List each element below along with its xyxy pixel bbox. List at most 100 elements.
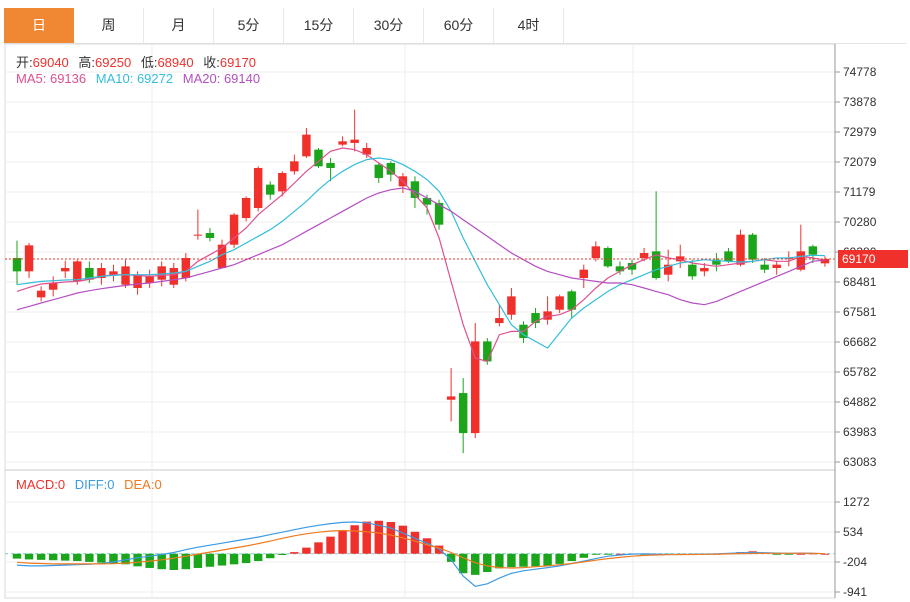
last-price-tag: 69170 <box>838 250 908 268</box>
close-value: 69170 <box>219 55 256 70</box>
tab-0[interactable]: 日 <box>4 8 74 43</box>
price-tick-label-10: 65782 <box>843 365 877 379</box>
macd-info: MACD:0 DIFF:0 DEA:0 <box>16 477 168 492</box>
macd-bar-21 <box>266 553 275 559</box>
macd-bar-2 <box>36 553 46 560</box>
macd-bar-31 <box>386 522 396 554</box>
candle-body-28 <box>350 139 359 143</box>
tab-6[interactable]: 60分 <box>424 8 494 43</box>
price-tick-label-9: 66682 <box>843 335 877 349</box>
candle-body-15 <box>193 234 203 236</box>
macd-lines <box>16 521 825 587</box>
macd-bar-29 <box>362 521 371 554</box>
ma20-label: MA20: <box>182 71 221 86</box>
ma-line-ma10 <box>16 157 825 349</box>
macd-bar-46 <box>567 553 576 562</box>
candle-body-41 <box>507 296 516 315</box>
macd-bar-17 <box>217 553 227 566</box>
candle-body-22 <box>278 172 287 192</box>
tab-1[interactable]: 周 <box>74 8 144 43</box>
macd-bar-16 <box>205 553 215 567</box>
candle-body-60 <box>736 234 745 265</box>
candle-body-31 <box>386 162 396 175</box>
axes: 7477873878729797207971179702806938068481… <box>834 44 877 599</box>
tab-7[interactable]: 4时 <box>494 8 564 43</box>
candle-body-30 <box>374 164 383 178</box>
price-tick-label-0: 74778 <box>843 65 877 79</box>
macd-bar-10 <box>133 553 142 567</box>
macd-value: 0 <box>57 477 66 492</box>
candle-body-34 <box>422 197 432 205</box>
close-label: 收: <box>203 55 220 70</box>
macd-bar-28 <box>350 525 359 554</box>
candle-body-54 <box>663 264 673 275</box>
candle-body-35 <box>434 202 444 225</box>
macd-bar-64 <box>784 553 793 555</box>
low-label: 低: <box>140 55 158 70</box>
macd-bar-44 <box>543 553 552 566</box>
candle-body-19 <box>241 197 251 218</box>
candle-body-62 <box>760 264 769 270</box>
candle-body-63 <box>772 264 781 269</box>
tab-2[interactable]: 月 <box>144 8 214 43</box>
grid <box>4 43 836 599</box>
macd-bar-14 <box>181 553 191 570</box>
candle-body-2 <box>36 290 46 298</box>
macd-bar-43 <box>531 553 540 567</box>
ma5-value: 69136 <box>49 71 87 86</box>
macd-bar-26 <box>326 536 335 554</box>
macd-bar-48 <box>591 553 601 555</box>
candle-body-12 <box>157 266 166 280</box>
macd-bar-27 <box>338 530 347 554</box>
macd-histogram <box>12 520 830 575</box>
candle-body-0 <box>12 258 22 272</box>
candle-body-61 <box>748 234 757 260</box>
candle-body-49 <box>603 248 613 267</box>
high-value: 69250 <box>95 55 132 70</box>
candle-body-65 <box>796 251 806 270</box>
dea-value: 0 <box>154 477 162 492</box>
diff-label: DIFF: <box>74 477 108 492</box>
macd-bar-19 <box>241 553 251 564</box>
macd-bar-7 <box>97 553 106 563</box>
open-value: 69040 <box>32 55 69 70</box>
ma10-label: MA10: <box>95 71 134 86</box>
candle-body-52 <box>639 253 649 259</box>
candle-body-58 <box>712 259 721 265</box>
macd-bar-33 <box>410 531 420 554</box>
macd-bar-40 <box>495 553 504 569</box>
ma5-label: MA5: <box>16 71 47 86</box>
tab-5[interactable]: 30分 <box>354 8 424 43</box>
candle-body-47 <box>579 269 588 279</box>
candle-body-33 <box>410 181 420 198</box>
tab-3[interactable]: 5分 <box>214 8 284 43</box>
macd-bar-3 <box>48 553 58 561</box>
ma-line-ma5 <box>16 147 826 363</box>
candle-body-56 <box>688 264 697 277</box>
macd-bar-34 <box>422 538 432 554</box>
ma-line-ma20 <box>16 187 825 311</box>
candle-body-39 <box>483 341 492 362</box>
macd-tick-label-1: 534 <box>843 525 863 539</box>
candle-body-29 <box>362 147 371 155</box>
price-tick-label-3: 72079 <box>843 155 877 169</box>
macd-bar-45 <box>555 553 564 564</box>
price-tick-label-12: 63983 <box>843 425 877 439</box>
price-tick-label-7: 68481 <box>843 275 877 289</box>
ma10-value: 69272 <box>136 71 174 86</box>
plot-frame <box>4 43 836 599</box>
macd-bar-49 <box>603 553 613 555</box>
candle-body-57 <box>700 268 709 272</box>
candle-body-67 <box>820 259 830 264</box>
macd-bar-4 <box>61 553 70 561</box>
macd-bar-12 <box>157 553 166 570</box>
candle-body-5 <box>73 261 82 282</box>
candle-body-9 <box>121 266 130 285</box>
tab-4[interactable]: 15分 <box>284 8 354 43</box>
price-tick-label-11: 64882 <box>843 395 877 409</box>
candle-body-26 <box>326 162 335 168</box>
ohlc-info: 开:69040 高:69250 低:68940 收:69170 <box>16 52 262 71</box>
macd-bar-22 <box>278 553 287 555</box>
low-value: 68940 <box>157 55 194 70</box>
